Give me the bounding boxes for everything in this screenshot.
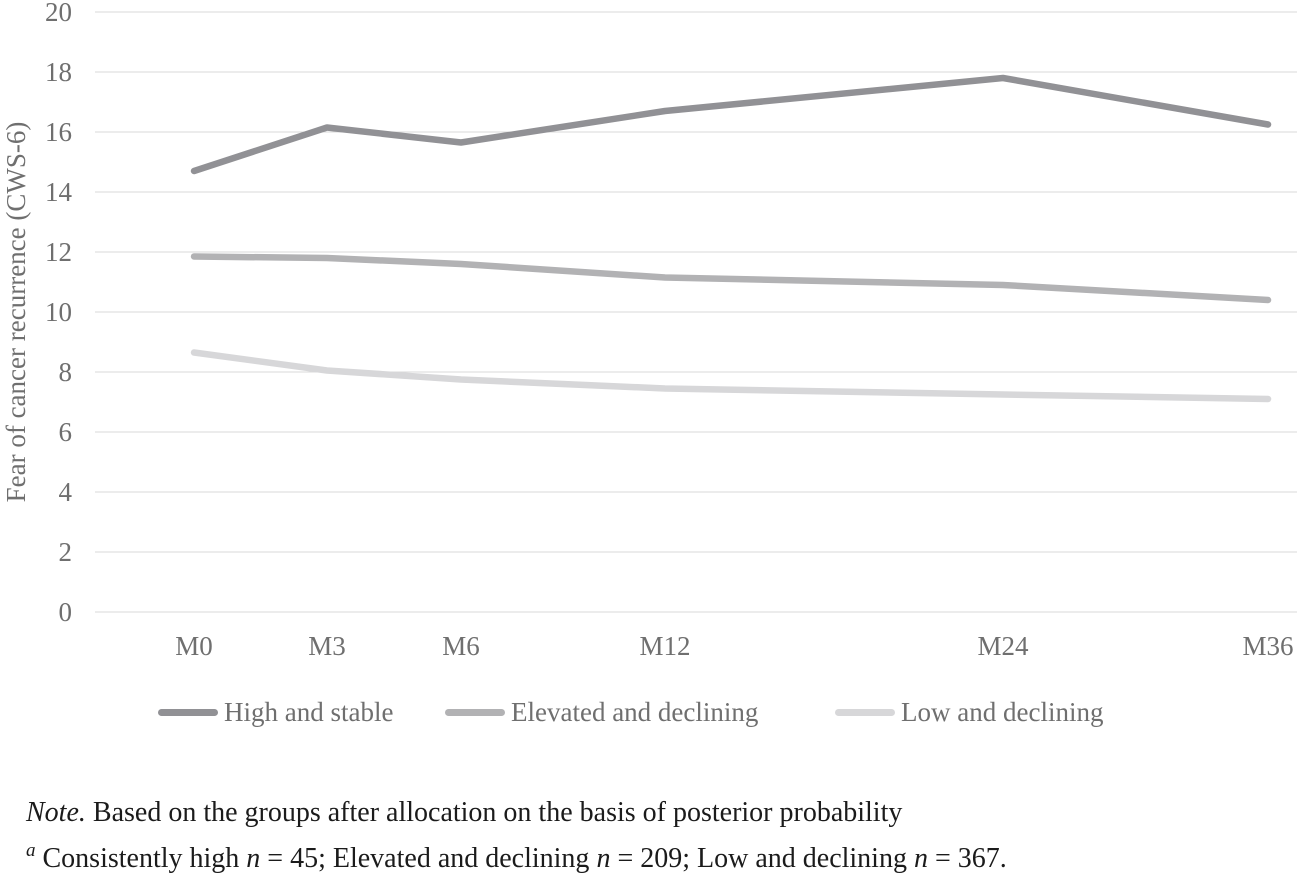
legend-item-high-and-stable: High and stable — [158, 697, 393, 728]
legend-swatch-high-and-stable-icon — [158, 709, 218, 716]
y-tick-label: 4 — [59, 477, 73, 507]
note-segment-n: n — [246, 843, 261, 874]
legend-item-low-and-declining: Low and declining — [835, 697, 1103, 728]
y-tick-label: 14 — [45, 177, 73, 207]
series-line-elevated-and-declining — [190, 253, 1272, 304]
y-tick-label: 10 — [45, 297, 72, 327]
x-tick-label: M12 — [639, 631, 690, 661]
note-segment: Consistently high — [35, 843, 247, 874]
gridlines — [95, 11, 1297, 613]
y-tick-label: 8 — [59, 357, 73, 387]
note-segment: = 209; Low and declining — [610, 843, 914, 874]
figure-note: Note. Based on the groups after allocati… — [26, 794, 1007, 878]
x-tick-label: M3 — [308, 631, 346, 661]
note-line-1: Note. Based on the groups after allocati… — [26, 794, 1007, 832]
note-label: Note. — [26, 797, 86, 828]
y-tick-label: 20 — [45, 0, 72, 27]
legend-swatch-low-and-declining-icon — [835, 709, 895, 716]
series-lines — [190, 74, 1272, 403]
y-tick-label: 12 — [45, 237, 72, 267]
note-superscript: a — [26, 840, 36, 861]
note-segment: = 367. — [927, 843, 1007, 874]
x-axis-tick-labels: M0 M3 M6 M12 M24 M36 — [175, 631, 1293, 661]
series-line-high-and-stable — [190, 74, 1272, 175]
note-segment-n: n — [596, 843, 611, 874]
y-tick-label: 18 — [45, 57, 72, 87]
x-tick-label: M0 — [175, 631, 213, 661]
y-tick-label: 16 — [45, 117, 72, 147]
note-line1-text: Based on the groups after allocation on … — [85, 797, 903, 828]
y-tick-label: 2 — [59, 537, 73, 567]
note-line-2: a Consistently high n = 45; Elevated and… — [26, 832, 1007, 878]
series-line-low-and-declining — [190, 349, 1272, 403]
note-segment-n: n — [913, 843, 928, 874]
y-axis-tick-labels: 0 2 4 6 8 10 12 14 16 18 20 — [45, 0, 73, 627]
legend-label: Elevated and declining — [511, 697, 759, 727]
legend-swatch-elevated-and-declining-icon — [445, 709, 505, 716]
x-tick-label: M36 — [1243, 631, 1294, 661]
x-tick-label: M6 — [442, 631, 480, 661]
legend-item-elevated-and-declining: Elevated and declining — [445, 697, 758, 728]
line-chart: 0 2 4 6 8 10 12 14 16 18 20 M0 M3 M6 M12 M24 M36 Fear o… — [1, 0, 1297, 661]
x-tick-label: M24 — [977, 631, 1029, 661]
legend-label: High and stable — [224, 697, 394, 727]
y-tick-label: 6 — [59, 417, 73, 447]
legend-label: Low and declining — [901, 697, 1104, 727]
note-segment: = 45; Elevated and declining — [260, 843, 597, 874]
y-axis-title: Fear of cancer recurrence (CWS-6) — [1, 122, 31, 503]
y-tick-label: 0 — [59, 597, 73, 627]
